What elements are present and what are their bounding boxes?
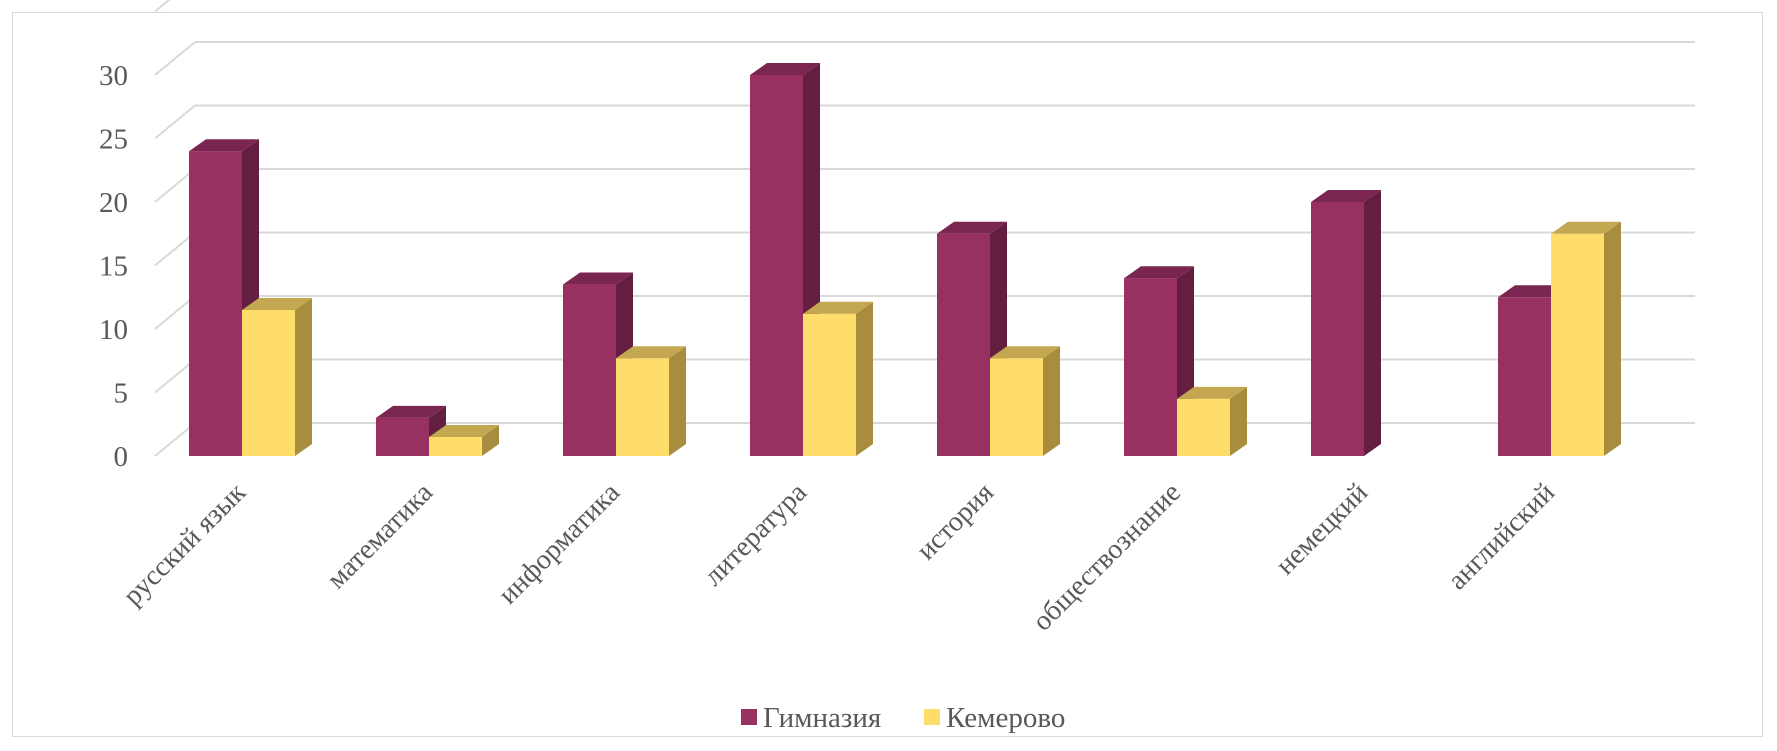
gridline [154,231,196,267]
x-category-label: русский язык [117,477,252,612]
y-axis-ticks: 0 5 10 15 20 25 30 [99,60,128,473]
bar-top [1498,285,1568,298]
bar-side [856,301,873,456]
gridline [154,41,196,76]
y-tick-label: 10 [99,314,128,346]
gridline [154,422,196,457]
legend-label-kemerovo: Кемерово [946,702,1065,734]
y-tick-label: 0 [114,441,129,473]
legend-swatch-gimnaziya [741,709,757,725]
bar-front [242,309,295,456]
bar-front [1311,202,1364,456]
bar-top [616,346,686,359]
bar [429,424,499,456]
bar [1551,221,1621,456]
bar [803,301,873,456]
bar [1311,190,1381,456]
bar-front [1498,297,1551,456]
y-tick-label: 20 [99,187,128,219]
bar-top [990,346,1060,359]
bar-front [1551,233,1604,456]
bar-side [1364,190,1381,456]
bar-front [937,233,990,456]
bar [990,346,1060,456]
y-tick-label: 25 [99,124,128,156]
x-category-label: математика [321,477,439,595]
bar-front [990,358,1043,456]
bar-front [616,358,669,456]
bar [616,346,686,456]
bars [189,63,1621,456]
bar-front [803,313,856,456]
legend-label-gimnaziya: Гимназия [763,702,881,734]
bar-side [1043,346,1060,456]
gridlines [154,0,1695,457]
bar-front [563,284,616,456]
legend-swatch-kemerovo [924,709,940,725]
x-category-label: немецкий [1270,477,1374,581]
y-tick-label: 30 [99,60,128,92]
bar-top [750,63,820,75]
x-category-label: информатика [492,477,626,611]
bar-top [1177,386,1247,399]
y-tick-label: 15 [99,251,128,283]
bar-side [482,424,499,456]
gridline [154,0,171,13]
bar-top [937,221,1007,234]
bar-side [669,346,686,456]
bar-top [803,301,873,314]
x-category-label: литература [698,477,813,592]
gridline [154,358,196,394]
bar-top [563,272,633,285]
y-tick-label: 5 [114,378,129,410]
bar-top [1311,190,1381,202]
bar-front [429,436,482,456]
x-axis-labels: русский язык математика информатика литерат… [117,477,1561,638]
bar-top [376,405,446,418]
legend: Гимназия Кемерово [741,702,1065,734]
bar-side [1604,221,1621,456]
bar-top [429,424,499,437]
x-category-label: история [911,477,1000,566]
gridline [154,168,196,203]
gridline [154,104,196,140]
bar-front [1177,398,1230,456]
x-category-label: английский [1442,477,1561,596]
bar-front [376,417,429,456]
bar-top [1124,266,1194,279]
bar [1177,386,1247,456]
bar-front [1124,278,1177,456]
bar [242,297,312,456]
bar-front [750,75,803,456]
gridline [154,295,196,330]
bar-front [189,151,242,456]
bar-top [1551,221,1621,234]
bar-side [1230,386,1247,456]
bar-side [295,297,312,456]
bar-top [189,139,259,152]
bar-top [242,297,312,310]
x-category-label: обществознание [1027,477,1187,637]
